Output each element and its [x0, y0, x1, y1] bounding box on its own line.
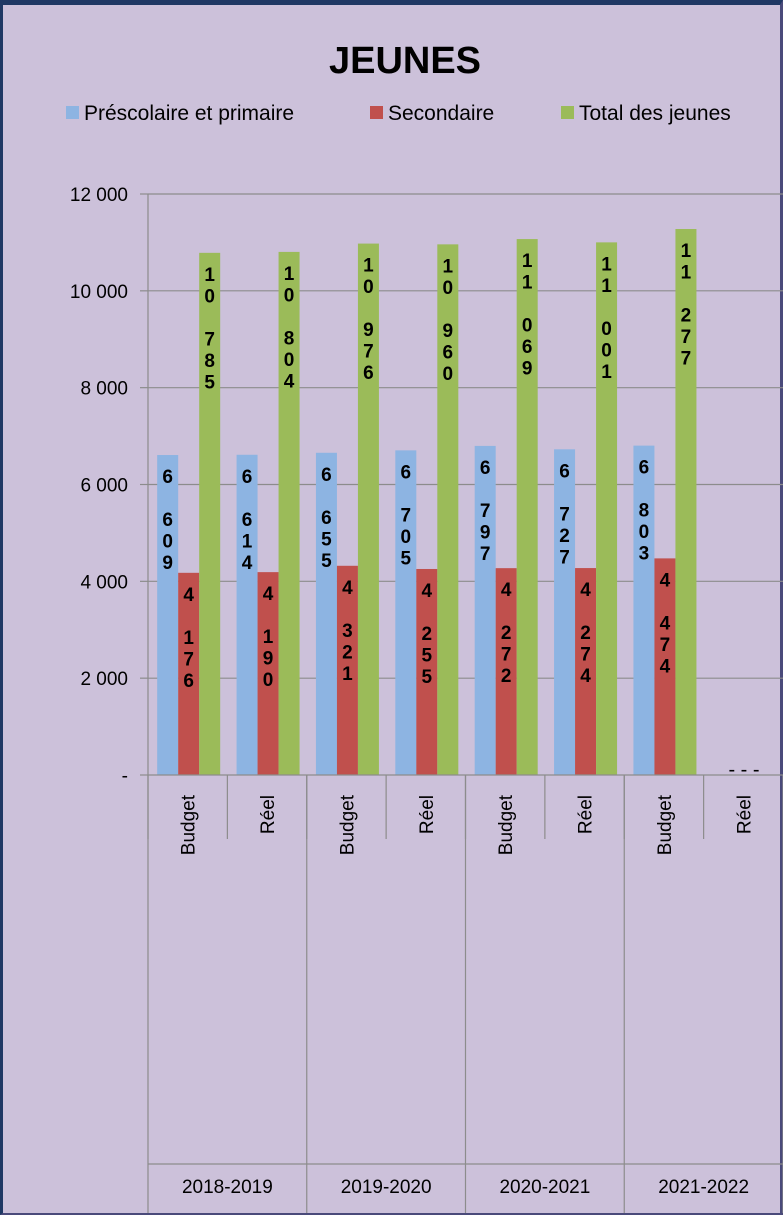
bar-secondaire	[336, 565, 358, 775]
bar-secondaire	[257, 572, 279, 775]
bars	[157, 229, 697, 776]
legend-item-secondaire: Secondaire	[370, 102, 494, 125]
bar-chart: JEUNES Préscolaire et primaire Secondaire…	[66, 40, 783, 1213]
data-labels: 6 6 0 9 4 1 7 6 1 0 7 8 5 6 6 1 4 4 1 9 0 1 0 8 0 4 6 6 5 5 4 3 2 1 1 0 9 7 6 6…	[162, 241, 691, 692]
bar-secondaire	[495, 568, 517, 775]
chart-title: JEUNES	[329, 40, 481, 82]
x-category-label: Budget	[179, 794, 200, 855]
bar-prescolaire-et-primaire	[633, 445, 655, 775]
missing-data-marker: - - -	[728, 759, 759, 781]
x-category-label: Réel	[258, 795, 279, 834]
x-group-label: 2018-2019	[182, 1177, 273, 1198]
bar-total-des-jeunes	[516, 239, 538, 775]
x-category-label: Budget	[337, 794, 358, 855]
x-axis: Budget Réel Budget Réel Budget Réel Budget Réel…	[147, 774, 783, 1213]
bar-prescolaire-et-primaire	[315, 452, 337, 775]
bar-prescolaire-et-primaire	[474, 445, 496, 775]
legend-item-total-des-jeunes: Total des jeunes	[561, 102, 731, 125]
bar-secondaire	[654, 558, 676, 775]
x-group-label: 2020-2021	[499, 1177, 590, 1198]
legend-swatch	[370, 106, 383, 119]
x-category-label: Budget	[496, 794, 517, 855]
bar-prescolaire-et-primaire	[395, 450, 417, 775]
bar-prescolaire-et-primaire	[236, 454, 258, 775]
x-group-label: 2021-2022	[658, 1177, 749, 1198]
legend: Préscolaire et primaire Secondaire Total d…	[66, 102, 731, 125]
x-category-label: Réel	[576, 795, 597, 834]
y-axis-ticks: - 2 000 4 000 6 000 8 000 10 000 12 000	[70, 185, 128, 787]
y-tick-label: 6 000	[80, 476, 128, 497]
bar-total-des-jeunes	[596, 242, 618, 775]
bar-total-des-jeunes	[437, 244, 459, 775]
bar-prescolaire-et-primaire	[157, 455, 179, 775]
x-category-label: Réel	[417, 795, 438, 834]
legend-label: Secondaire	[388, 102, 494, 125]
legend-swatch	[66, 106, 79, 119]
bar-secondaire	[178, 572, 200, 775]
y-tick-label: 2 000	[80, 669, 128, 690]
bar-total-des-jeunes	[675, 229, 697, 775]
legend-swatch	[561, 106, 574, 119]
x-category-label: Budget	[655, 794, 676, 855]
y-tick-label: 8 000	[80, 379, 128, 400]
x-group-label: 2019-2020	[341, 1177, 432, 1198]
y-tick-label: 10 000	[70, 282, 128, 303]
bar-secondaire	[575, 568, 597, 775]
legend-item-prescolaire-et-primaire: Préscolaire et primaire	[66, 102, 294, 125]
legend-label: Préscolaire et primaire	[84, 102, 294, 125]
bar-total-des-jeunes	[199, 252, 221, 776]
y-tick-label: 12 000	[70, 185, 128, 206]
bar-prescolaire-et-primaire	[554, 449, 576, 775]
x-category-label: Réel	[734, 795, 755, 834]
y-tick-label: 4 000	[80, 572, 128, 593]
y-tick-label: -	[122, 766, 128, 787]
bar-total-des-jeunes	[278, 251, 300, 776]
legend-label: Total des jeunes	[579, 102, 731, 125]
bar-total-des-jeunes	[357, 243, 379, 775]
bar-secondaire	[416, 568, 438, 775]
